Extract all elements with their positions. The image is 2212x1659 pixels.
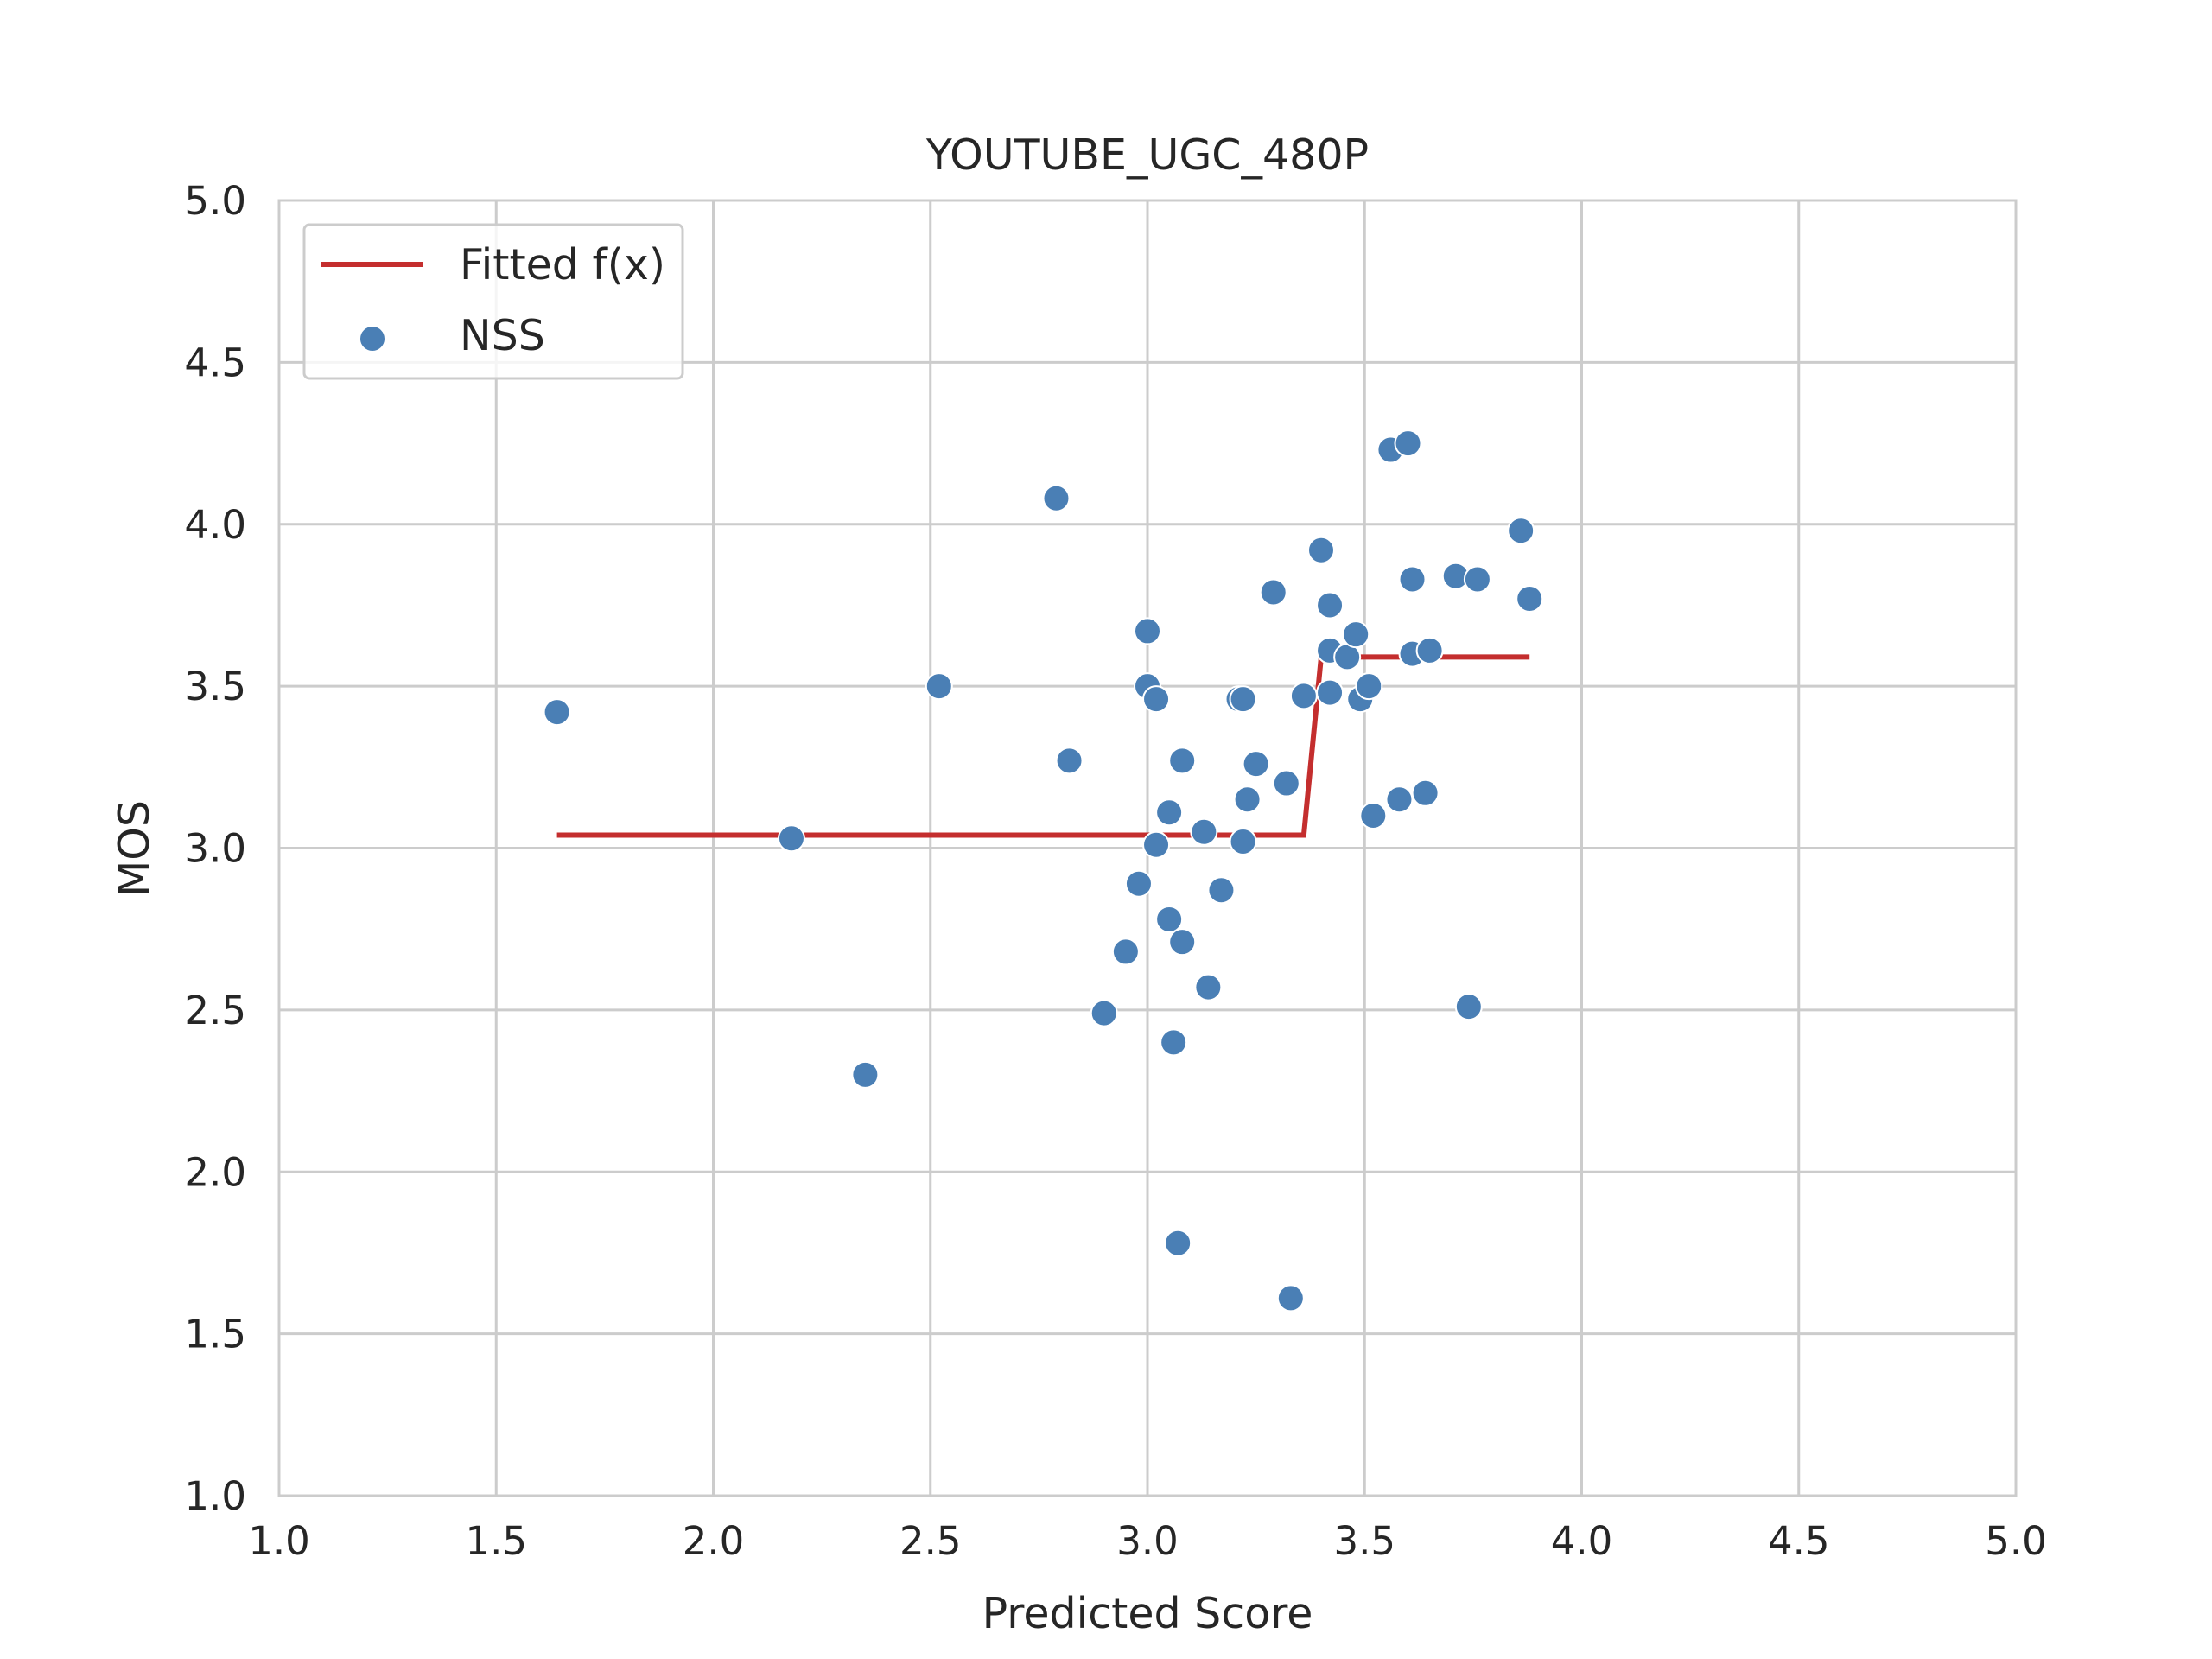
y-tick-label: 1.5 [184,1312,246,1357]
nss-point [1194,973,1223,1001]
nss-point [1155,798,1184,827]
x-axis-label: Predicted Score [982,1589,1313,1638]
nss-point [1090,999,1118,1027]
legend: Fitted f(x) NSS [302,223,684,380]
y-tick-label: 1.0 [184,1473,246,1519]
legend-nss-swatch [359,325,386,353]
x-tick-label: 4.5 [1768,1518,1830,1564]
y-tick-label: 5.0 [184,178,246,224]
x-tick-label: 3.5 [1333,1518,1395,1564]
nss-point [1276,1284,1305,1313]
y-tick-label: 4.5 [184,340,246,385]
nss-point [1454,993,1483,1021]
x-tick-label: 1.5 [465,1518,527,1564]
x-tick-labels: 1.0 1.5 2.0 2.5 3.0 3.5 4.0 4.5 5.0 [248,1518,2047,1564]
scatter-points-layer [543,429,1544,1313]
nss-point [1316,591,1344,620]
chart-title: YOUTUBE_UGC_480P [925,130,1369,180]
nss-point [1342,620,1370,649]
nss-point [1316,678,1344,707]
nss-point [1507,517,1535,545]
nss-point [1134,617,1161,645]
nss-point [1359,802,1388,830]
nss-point [1207,876,1236,905]
nss-point [925,672,953,701]
nss-point [1142,685,1171,714]
nss-point [1168,747,1197,775]
nss-point [1190,817,1218,846]
nss-point [1042,484,1071,512]
y-tick-label: 2.0 [184,1149,246,1195]
nss-point [1164,1229,1192,1257]
y-tick-labels: 1.0 1.5 2.0 2.5 3.0 3.5 4.0 4.5 5.0 [184,178,246,1519]
nss-point [1160,1028,1188,1057]
nss-point [1289,682,1318,710]
nss-point [1307,536,1335,564]
nss-point [1168,928,1197,957]
x-tick-label: 3.0 [1116,1518,1179,1564]
nss-point [1259,578,1287,607]
nss-point [1155,905,1184,933]
nss-point [1142,830,1171,859]
nss-point [1385,785,1414,814]
nss-point [1398,565,1427,594]
x-tick-label: 5.0 [1985,1518,2047,1564]
nss-point [1463,565,1491,594]
x-tick-label: 1.0 [248,1518,310,1564]
x-tick-label: 4.0 [1551,1518,1613,1564]
nss-point [1411,779,1440,807]
y-tick-label: 3.0 [184,826,246,872]
nss-point [1355,672,1383,701]
legend-nss-label: NSS [460,311,545,360]
x-tick-label: 2.0 [683,1518,745,1564]
nss-point [1415,636,1444,664]
nss-point [777,824,805,853]
nss-point [851,1060,880,1089]
nss-point [1111,938,1140,966]
legend-fit-label: Fitted f(x) [460,240,665,289]
y-tick-label: 3.5 [184,664,246,709]
nss-point [1055,747,1084,775]
y-tick-label: 2.5 [184,988,246,1033]
nss-point [1124,869,1153,898]
y-tick-label: 4.0 [184,502,246,548]
x-tick-label: 2.5 [899,1518,962,1564]
y-axis-label: MOS [110,800,159,897]
nss-point [1242,750,1270,779]
nss-point [1233,785,1262,814]
nss-point [1229,828,1257,856]
nss-point [543,698,571,727]
nss-point [1229,685,1257,714]
nss-point [1516,584,1544,613]
nss-point [1272,769,1300,798]
nss-point [1394,429,1422,458]
plot-area-frame [277,199,2018,1497]
